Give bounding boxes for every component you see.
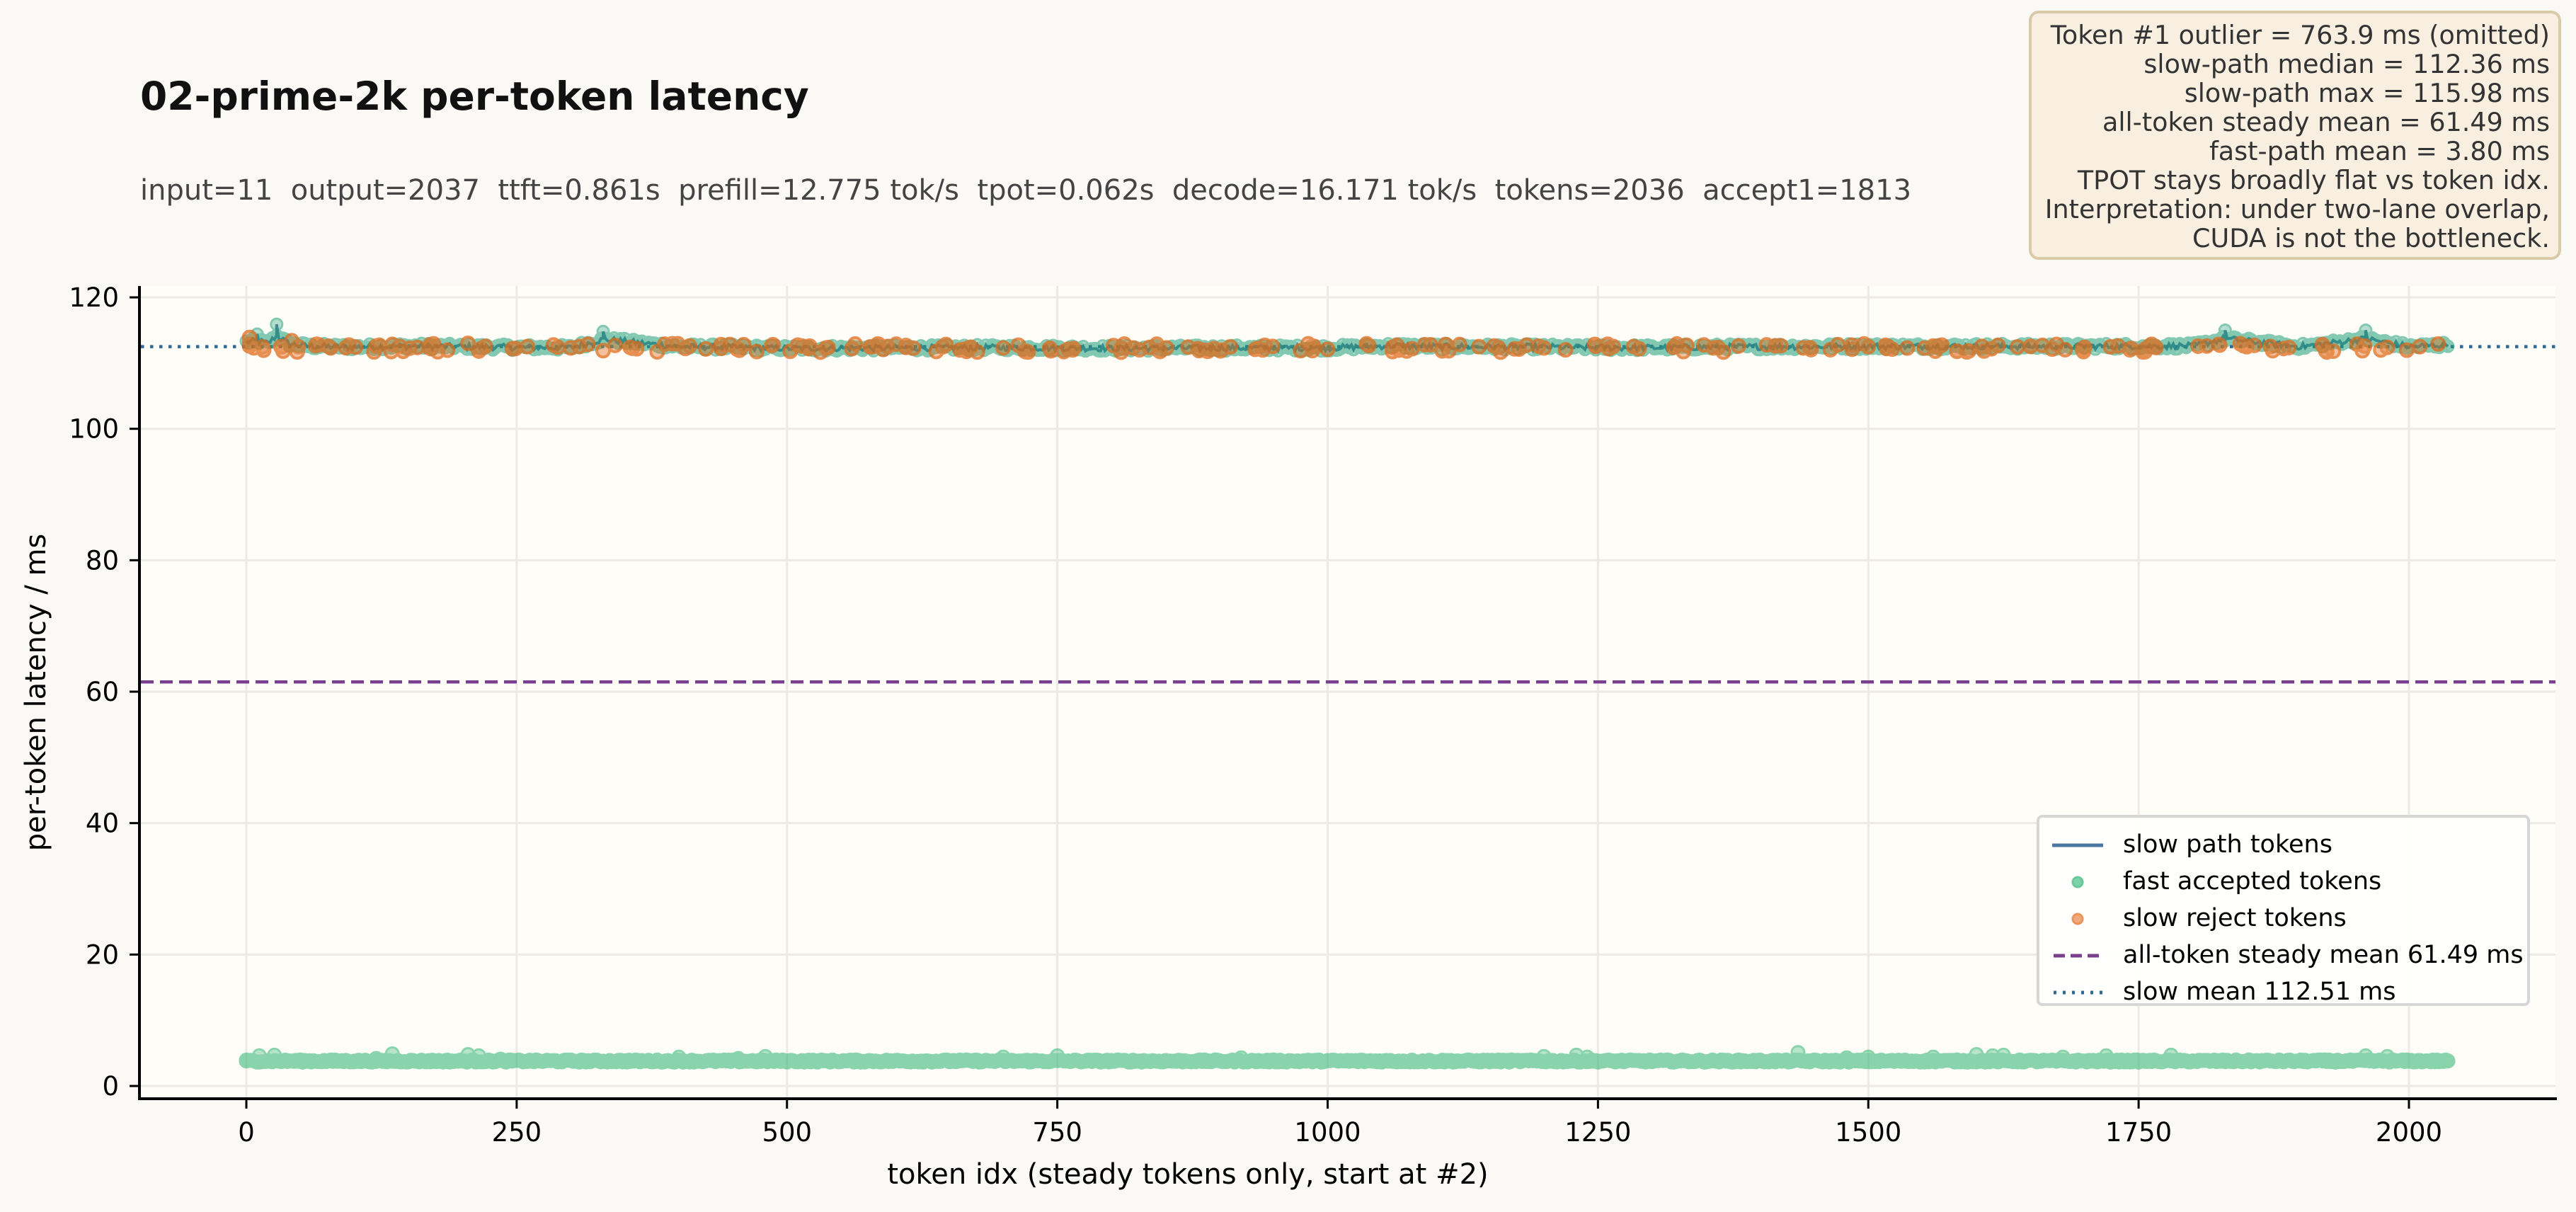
annotation-box: Token #1 outlier = 763.9 ms (omitted) sl… [2029, 11, 2561, 260]
y-tick-label: 120 [69, 282, 119, 313]
x-tick-label: 2000 [2376, 1117, 2442, 1148]
legend-label: slow path tokens [2123, 830, 2332, 859]
y-tick-label: 60 [86, 677, 119, 707]
x-tick-label: 1250 [1564, 1117, 1631, 1148]
x-tick-label: 500 [762, 1117, 812, 1148]
x-tick-label: 250 [492, 1117, 542, 1148]
x-axis-label: token idx (steady tokens only, start at … [887, 1158, 1488, 1191]
dashed-line-icon [2054, 954, 2103, 958]
y-tick-label: 20 [86, 939, 119, 970]
y-tick-label: 80 [86, 545, 119, 576]
axes-frame [138, 286, 2557, 1100]
dotted-line-icon [2054, 990, 2103, 995]
solid-line-icon [2052, 843, 2103, 847]
x-tick-label: 750 [1032, 1117, 1082, 1148]
annotation-line: fast-path mean = 3.80 ms [2209, 136, 2550, 166]
data-series [239, 317, 2456, 1070]
y-tick-label: 100 [69, 414, 119, 445]
y-tick-label: 40 [86, 808, 119, 839]
annotation-line: Interpretation: under two-lane overlap, [2044, 194, 2550, 224]
green-dot-icon [2071, 876, 2084, 888]
orange-dot-icon [2071, 913, 2084, 925]
y-tick-label: 0 [102, 1071, 119, 1102]
legend-item-slow-path: slow path tokens [2039, 828, 2527, 863]
chart-legend: slow path tokens fast accepted tokens sl… [2037, 815, 2530, 1006]
annotation-line: all-token steady mean = 61.49 ms [2102, 107, 2550, 137]
x-tick-label: 1750 [2105, 1117, 2172, 1148]
annotation-line: slow-path max = 115.98 ms [2184, 78, 2550, 108]
axis-ticks: 0 250 500 750 1000 1250 1500 1750 2000 0 20 40 60 80 1… [69, 282, 2442, 1148]
annotation-line: CUDA is not the bottleneck. [2192, 223, 2550, 253]
run-stats-subtitle: input=11 output=2037 ttft=0.861s prefill… [140, 174, 1912, 207]
x-tick-label: 0 [238, 1117, 255, 1148]
annotation-line: slow-path median = 112.36 ms [2143, 49, 2550, 79]
x-tick-label: 1500 [1835, 1117, 1901, 1148]
legend-item-all-token-mean: all-token steady mean 61.49 ms [2039, 938, 2527, 973]
y-axis-label: per-token latency / ms [20, 534, 52, 852]
x-tick-label: 1000 [1294, 1117, 1361, 1148]
annotation-line: Token #1 outlier = 763.9 ms (omitted) [2050, 20, 2550, 50]
chart-title: 02-prime-2k per-token latency [140, 74, 809, 119]
legend-label: all-token steady mean 61.49 ms [2123, 941, 2524, 969]
legend-item-slow-mean: slow mean 112.51 ms [2039, 975, 2527, 1010]
legend-label: slow reject tokens [2123, 904, 2347, 932]
legend-item-slow-reject: slow reject tokens [2039, 901, 2527, 937]
legend-item-fast-accepted: fast accepted tokens [2039, 864, 2527, 900]
legend-label: fast accepted tokens [2123, 867, 2382, 896]
legend-label: slow mean 112.51 ms [2123, 978, 2396, 1006]
annotation-line: TPOT stays broadly flat vs token idx. [2077, 165, 2550, 195]
